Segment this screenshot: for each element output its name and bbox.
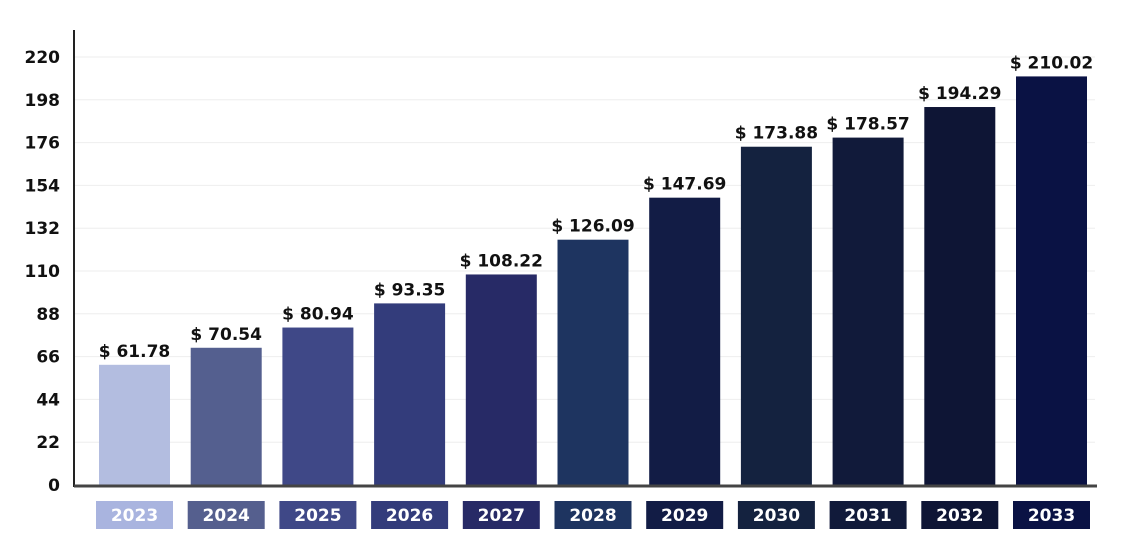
category-label-box [96,501,173,529]
bar [649,197,721,485]
x-category-label: 2033 [1028,506,1075,526]
x-category-label: 2032 [936,506,983,526]
category-label-box [371,501,449,529]
y-tick-label: 22 [36,433,60,453]
x-category-label: 2024 [203,506,250,526]
category-label-box [1013,501,1090,529]
bar [282,327,354,485]
category-label-box [921,501,999,529]
y-axis-tick-labels: 0 22 44 66 88 110 132 154 176 198 220 [25,48,61,496]
bar [924,107,996,485]
bar [740,146,812,485]
y-tick-label: 0 [48,476,60,496]
y-tick-label: 176 [25,134,61,154]
x-axis-category-labels: 2023 2024 2025 2026 2027 2028 2029 2030 2031 2032… [96,501,1090,529]
bar-value-label: $ 210.02 [1010,53,1093,73]
bar [1016,76,1087,485]
y-tick-label: 220 [25,48,61,68]
bar-value-label: $ 178.57 [826,115,909,135]
y-tick-label: 44 [36,390,60,410]
bar-value-label: $ 126.09 [551,217,634,237]
data-labels: $ 61.78 $ 70.54 $ 80.94 $ 93.35 $ 108.22 $ 12… [99,53,1093,361]
bar-value-label: $ 93.35 [374,280,446,300]
bar [374,303,446,485]
y-tick-label: 154 [25,176,61,196]
bar [832,137,904,485]
y-tick-label: 110 [25,262,61,282]
x-category-label: 2031 [844,506,891,526]
bar-value-label: $ 194.29 [918,84,1001,104]
bar [557,239,629,485]
x-category-label: 2025 [294,506,341,526]
category-label-box [829,501,907,529]
bar-value-label: $ 173.88 [735,124,818,144]
x-category-label: 2029 [661,506,708,526]
x-category-label: 2028 [569,506,616,526]
bar [190,347,262,485]
x-category-label: 2023 [111,506,158,526]
y-tick-label: 132 [25,219,61,239]
category-label-box [737,501,815,529]
x-category-label: 2026 [386,506,433,526]
bar-value-label: $ 61.78 [99,342,171,362]
y-tick-label: 66 [36,348,60,368]
category-label-box [187,501,265,529]
bar [465,274,537,485]
category-label-box [646,501,724,529]
y-tick-label: 88 [36,305,60,325]
bar-value-label: $ 80.94 [282,305,354,325]
category-label-box [554,501,632,529]
x-category-label: 2030 [753,506,800,526]
bar-value-label: $ 70.54 [190,325,262,345]
category-label-box [279,501,357,529]
y-tick-label: 198 [25,91,61,111]
category-label-box [462,501,540,529]
bar-value-label: $ 147.69 [643,175,726,195]
bar [99,364,170,485]
bars [99,76,1087,485]
x-category-label: 2027 [478,506,525,526]
bar-value-label: $ 108.22 [460,251,543,271]
